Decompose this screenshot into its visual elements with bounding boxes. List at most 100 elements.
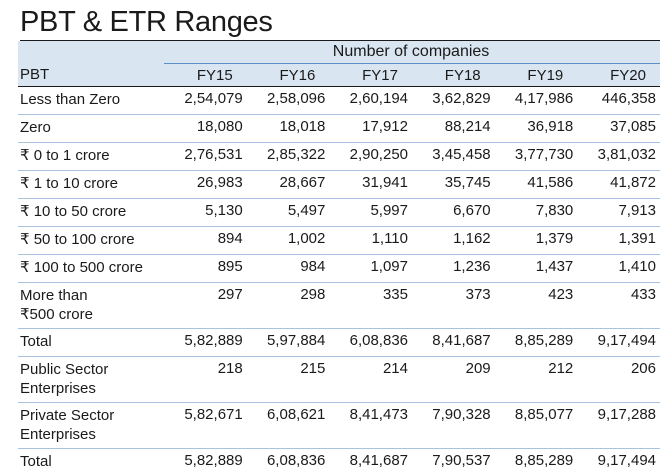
table-cell: 6,08,836 [247, 449, 330, 476]
row-label: Less than Zero [18, 87, 164, 115]
table-cell: 984 [247, 255, 330, 283]
column-header: FY20 [577, 64, 660, 87]
table-cell: 373 [412, 283, 495, 329]
table-cell: 41,586 [495, 171, 578, 199]
table-cell: 28,667 [247, 171, 330, 199]
table-cell: 1,391 [577, 227, 660, 255]
table-cell: 7,90,537 [412, 449, 495, 476]
table-cell: 5,497 [247, 199, 330, 227]
table-cell: 2,76,531 [164, 143, 247, 171]
group-header: Number of companies [164, 41, 660, 64]
table-row: Total 5,82,889 5,97,884 6,08,836 8,41,68… [18, 329, 660, 357]
table-cell: 894 [164, 227, 247, 255]
table-row: Zero 18,080 18,018 17,912 88,214 36,918 … [18, 115, 660, 143]
column-header: FY16 [247, 64, 330, 87]
table-cell: 3,45,458 [412, 143, 495, 171]
table-row: ₹ 1 to 10 crore 26,983 28,667 31,941 35,… [18, 171, 660, 199]
table-cell: 7,913 [577, 199, 660, 227]
table-cell: 9,17,494 [577, 329, 660, 357]
column-header-row: PBT FY15 FY16 FY17 FY18 FY19 FY20 [18, 64, 660, 87]
table-cell: 2,90,250 [329, 143, 412, 171]
table-cell: 36,918 [495, 115, 578, 143]
table-cell: 215 [247, 357, 330, 403]
table-cell: 214 [329, 357, 412, 403]
table-cell: 446,358 [577, 87, 660, 115]
data-table: Number of companies PBT FY15 FY16 FY17 F… [18, 41, 660, 476]
table-cell: 8,85,077 [495, 403, 578, 449]
table-cell: 4,17,986 [495, 87, 578, 115]
row-label: Total [18, 329, 164, 357]
table-cell: 26,983 [164, 171, 247, 199]
table-cell: 7,90,328 [412, 403, 495, 449]
table-cell: 5,997 [329, 199, 412, 227]
table-cell: 2,60,194 [329, 87, 412, 115]
table-row: ₹ 50 to 100 crore 894 1,002 1,110 1,162 … [18, 227, 660, 255]
table-cell: 18,018 [247, 115, 330, 143]
row-label: ₹ 100 to 500 crore [18, 255, 164, 283]
row-label: ₹ 0 to 1 crore [18, 143, 164, 171]
table-cell: 6,08,836 [329, 329, 412, 357]
column-header: FY15 [164, 64, 247, 87]
table-row: Total 5,82,889 6,08,836 8,41,687 7,90,53… [18, 449, 660, 476]
table-row: ₹ 10 to 50 crore 5,130 5,497 5,997 6,670… [18, 199, 660, 227]
table-row: More than ₹500 crore 297 298 335 373 423… [18, 283, 660, 329]
table-cell: 88,214 [412, 115, 495, 143]
table-cell: 297 [164, 283, 247, 329]
table-cell: 7,830 [495, 199, 578, 227]
page-title: PBT & ETR Ranges [20, 2, 273, 42]
table-cell: 1,162 [412, 227, 495, 255]
table-cell: 1,437 [495, 255, 578, 283]
group-header-row: Number of companies [18, 41, 660, 64]
table-cell: 1,002 [247, 227, 330, 255]
row-label: Private Sector Enterprises [18, 403, 164, 449]
table-cell: 9,17,288 [577, 403, 660, 449]
row-label-line: Private Sector [20, 406, 160, 425]
row-label-line: ₹500 crore [20, 305, 160, 324]
table-cell: 218 [164, 357, 247, 403]
table-cell: 2,85,322 [247, 143, 330, 171]
table-cell: 298 [247, 283, 330, 329]
table-row: ₹ 0 to 1 crore 2,76,531 2,85,322 2,90,25… [18, 143, 660, 171]
table-cell: 31,941 [329, 171, 412, 199]
table-card: PBT & ETR Ranges Number of companies PBT… [0, 0, 660, 464]
row-label: More than ₹500 crore [18, 283, 164, 329]
table-cell: 5,82,889 [164, 449, 247, 476]
table-cell: 3,77,730 [495, 143, 578, 171]
row-label: Total [18, 449, 164, 476]
table-row: Less than Zero 2,54,079 2,58,096 2,60,19… [18, 87, 660, 115]
table-cell: 17,912 [329, 115, 412, 143]
table-cell: 8,41,687 [329, 449, 412, 476]
table-cell: 37,085 [577, 115, 660, 143]
row-label: Zero [18, 115, 164, 143]
row-label: ₹ 10 to 50 crore [18, 199, 164, 227]
table-cell: 433 [577, 283, 660, 329]
table-cell: 1,236 [412, 255, 495, 283]
row-label: ₹ 50 to 100 crore [18, 227, 164, 255]
row-label: Public Sector Enterprises [18, 357, 164, 403]
table-cell: 5,82,671 [164, 403, 247, 449]
table-cell: 41,872 [577, 171, 660, 199]
row-label: ₹ 1 to 10 crore [18, 171, 164, 199]
table-cell: 1,379 [495, 227, 578, 255]
column-header-label: PBT [18, 64, 164, 87]
row-label-line: Enterprises [20, 425, 160, 444]
table-cell: 206 [577, 357, 660, 403]
column-header: FY18 [412, 64, 495, 87]
table-cell: 8,41,687 [412, 329, 495, 357]
table-cell: 3,81,032 [577, 143, 660, 171]
table-cell: 1,110 [329, 227, 412, 255]
table-cell: 1,097 [329, 255, 412, 283]
table-row: Public Sector Enterprises 218 215 214 20… [18, 357, 660, 403]
table-cell: 8,85,289 [495, 329, 578, 357]
table-row: ₹ 100 to 500 crore 895 984 1,097 1,236 1… [18, 255, 660, 283]
table-cell: 2,54,079 [164, 87, 247, 115]
table-cell: 5,97,884 [247, 329, 330, 357]
table-cell: 335 [329, 283, 412, 329]
table-cell: 2,58,096 [247, 87, 330, 115]
table-cell: 8,41,473 [329, 403, 412, 449]
table-cell: 209 [412, 357, 495, 403]
row-label-line: Public Sector [20, 360, 160, 379]
row-label-line: Enterprises [20, 379, 160, 398]
table-cell: 35,745 [412, 171, 495, 199]
table-cell: 212 [495, 357, 578, 403]
